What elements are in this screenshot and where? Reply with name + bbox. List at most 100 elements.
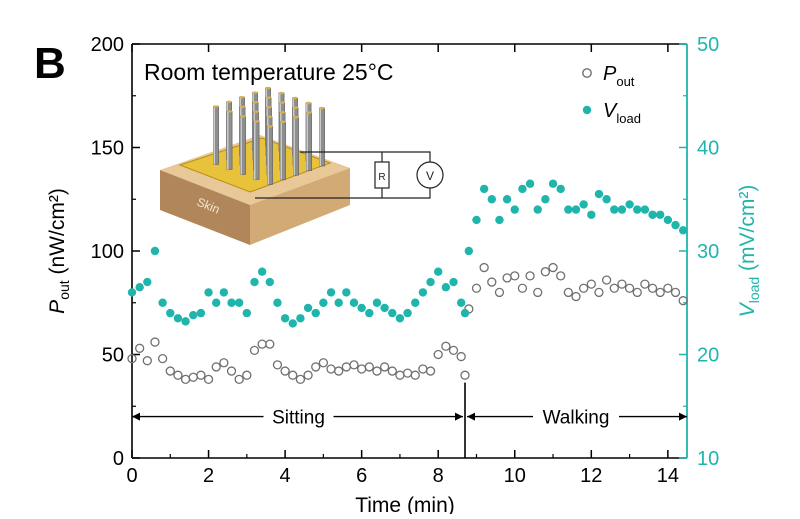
v-load-point-5 xyxy=(166,308,175,318)
pillar-top xyxy=(305,101,312,105)
v-load-point-4 xyxy=(158,298,167,307)
pillar-array xyxy=(213,86,325,185)
sitting-label-background xyxy=(263,405,334,428)
p-out-point-25 xyxy=(318,358,329,368)
v-load-point-52 xyxy=(518,184,527,194)
legend-v-load-sub: load xyxy=(616,111,641,126)
y-right-ticks: 10 20 30 40 50 xyxy=(679,34,719,470)
p-out-point-65 xyxy=(617,279,627,289)
p-out-point-4 xyxy=(157,353,168,364)
p-out-point-17 xyxy=(257,339,267,349)
x-tick-label-4: 8 xyxy=(433,465,444,487)
circuit-wire-bottom xyxy=(255,188,431,199)
v-load-point-38 xyxy=(418,288,428,297)
y-left-label-sub: out xyxy=(56,280,72,300)
v-load-point-20 xyxy=(280,314,290,323)
v-load-point-64 xyxy=(610,205,619,214)
v-load-point-26 xyxy=(326,288,336,297)
v-load-point-40 xyxy=(434,267,443,276)
p-out-point-51 xyxy=(510,271,520,281)
p-out-point-15 xyxy=(242,370,252,380)
legend-v-load-main: V xyxy=(603,100,618,122)
p-out-point-55 xyxy=(540,267,551,277)
legend-v-load-marker xyxy=(582,105,592,115)
p-out-point-14 xyxy=(234,374,244,384)
v-load-point-61 xyxy=(587,210,596,219)
pillar-highlight xyxy=(253,121,256,180)
p-out-point-23 xyxy=(303,370,313,380)
p-out-point-3 xyxy=(150,337,160,347)
pillar-top xyxy=(306,111,312,114)
annotations: Sitting Walking xyxy=(132,382,687,458)
pillar-top xyxy=(252,91,258,94)
v-load-point-44 xyxy=(460,308,470,318)
y-axis-label-left: Pout (nW/cm²) xyxy=(46,188,72,314)
y-right-label-main: V xyxy=(736,301,759,317)
v-load-point-51 xyxy=(510,205,519,214)
p-out-point-52 xyxy=(517,283,528,293)
v-load-point-13 xyxy=(227,298,236,307)
v-load-point-18 xyxy=(265,277,274,287)
p-out-point-46 xyxy=(471,283,482,293)
pillar-top xyxy=(226,110,233,113)
pillar-top xyxy=(292,106,299,109)
v-load-point-67 xyxy=(633,205,642,214)
p-out-point-68 xyxy=(640,279,650,289)
p-out-point-13 xyxy=(226,366,237,376)
pillar-top xyxy=(278,91,285,95)
v-load-point-12 xyxy=(219,288,229,297)
v-load-point-63 xyxy=(602,195,611,204)
p-out-point-27 xyxy=(334,366,344,376)
pillar-top xyxy=(293,116,299,119)
p-out-point-2 xyxy=(142,356,152,366)
p-out-point-56 xyxy=(548,262,558,273)
p-out-point-71 xyxy=(663,283,673,293)
v-load-point-41 xyxy=(441,283,451,292)
p-out-point-67 xyxy=(632,287,642,298)
x-tick-label-5: 10 xyxy=(504,465,526,487)
series-p-out xyxy=(127,262,688,384)
pillar-top xyxy=(253,110,259,114)
p-out-point-19 xyxy=(272,360,283,370)
y-left-tick-label-1: 50 xyxy=(102,345,124,367)
p-out-point-38 xyxy=(418,364,428,374)
y-left-tick-label-3: 150 xyxy=(91,138,124,160)
pillar-highlight xyxy=(213,106,215,165)
v-load-point-62 xyxy=(594,189,604,199)
p-out-point-47 xyxy=(479,262,489,273)
p-out-point-41 xyxy=(441,341,451,351)
v-load-point-45 xyxy=(464,246,474,256)
v-load-point-21 xyxy=(288,319,297,328)
x-axis-label: Time (min) xyxy=(355,494,455,514)
pillar-top xyxy=(239,105,246,109)
p-out-point-59 xyxy=(571,291,581,302)
p-out-point-40 xyxy=(433,349,443,360)
x-tick-label-7: 14 xyxy=(657,465,679,487)
pillar-top xyxy=(292,96,298,100)
legend-p-out-label: Pout xyxy=(603,63,635,89)
v-load-point-17 xyxy=(257,267,267,276)
v-load-point-31 xyxy=(365,308,374,318)
p-out-point-32 xyxy=(372,366,382,376)
v-load-point-46 xyxy=(472,215,481,225)
p-out-point-62 xyxy=(594,287,604,298)
v-load-point-43 xyxy=(456,298,466,307)
y-right-tick-label-3: 40 xyxy=(697,138,719,160)
pillar-top xyxy=(279,101,285,104)
p-out-point-36 xyxy=(402,368,413,378)
v-load-point-23 xyxy=(303,303,313,313)
pillar-top xyxy=(267,125,273,128)
sitting-arrow-head-left xyxy=(132,412,140,421)
v-load-point-24 xyxy=(311,308,320,318)
p-out-point-48 xyxy=(487,277,497,287)
resistor-label: R xyxy=(378,172,385,183)
legend: Pout Vload xyxy=(582,63,641,126)
pillar-top xyxy=(252,101,259,104)
p-out-point-70 xyxy=(655,287,665,298)
v-load-point-53 xyxy=(525,179,535,188)
v-load-point-73 xyxy=(678,226,688,235)
v-load-point-15 xyxy=(242,308,252,318)
p-out-point-5 xyxy=(165,366,175,376)
voltmeter-label: V xyxy=(426,169,434,183)
